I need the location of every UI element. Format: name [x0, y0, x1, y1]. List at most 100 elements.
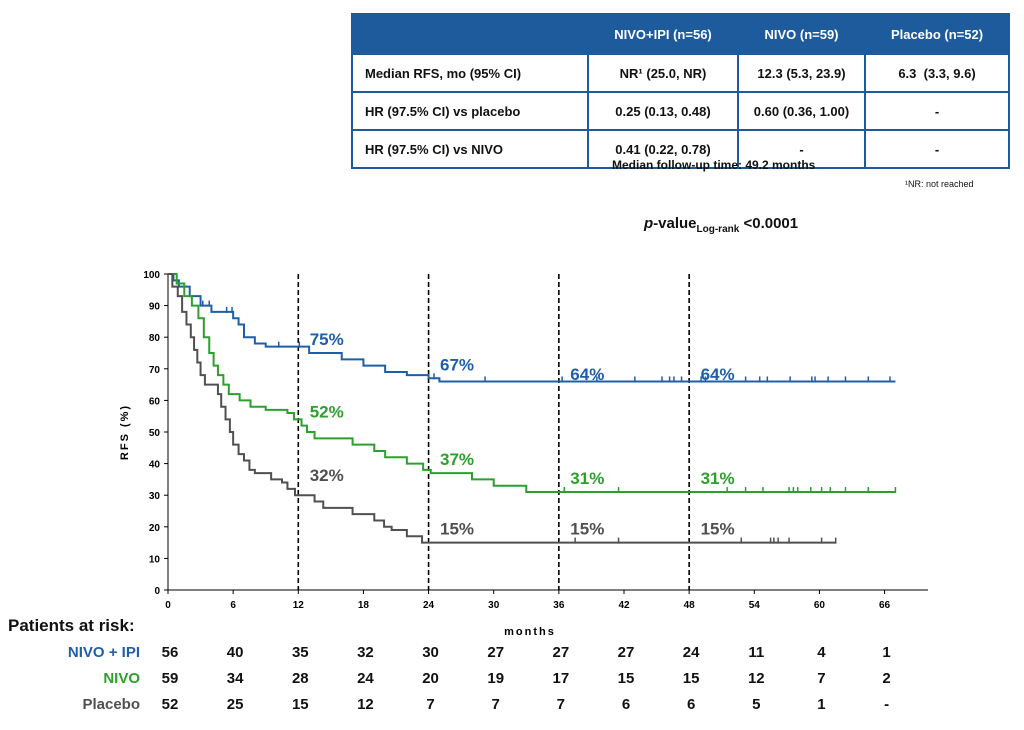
- risk-cell: 12: [747, 670, 765, 687]
- x-tick-label: 60: [814, 600, 826, 611]
- summary-table-body: Median RFS, mo (95% CI) NR¹ (25.0, NR) 1…: [351, 53, 1010, 169]
- y-tick-label: 100: [143, 270, 160, 281]
- risk-cell: 1: [882, 644, 891, 661]
- pvalue-suffix: <0.0001: [739, 215, 799, 232]
- summary-cell: NR¹ (25.0, NR): [587, 53, 739, 93]
- risk-cell: 15: [291, 696, 309, 713]
- km-chart: 0 6 12 18 24 30 36 42 48 54 60 66 0 10 20 30 40 50 60 70 80 9…: [119, 270, 928, 638]
- x-tick-label: 30: [488, 600, 500, 611]
- survival-percent-label: 31%: [570, 469, 604, 488]
- risk-cell: 32: [357, 644, 374, 661]
- risk-cell: 34: [226, 670, 244, 687]
- summary-row: Median RFS, mo (95% CI) NR¹ (25.0, NR) 1…: [351, 53, 1010, 93]
- summary-header-cell: NIVO+IPI (n=56): [587, 13, 739, 55]
- risk-cell: 27: [552, 644, 570, 661]
- risk-cell: 5: [752, 696, 761, 713]
- survival-percent-label: 31%: [701, 469, 735, 488]
- risk-cell: 7: [556, 696, 566, 713]
- survival-curves: [168, 273, 897, 544]
- x-tick-label: 66: [879, 600, 891, 611]
- summary-cell: -: [737, 129, 866, 169]
- summary-header-cell: Placebo (n=52): [864, 13, 1010, 55]
- x-tick-label: 42: [618, 600, 630, 611]
- summary-table-header: NIVO+IPI (n=56) NIVO (n=59) Placebo (n=5…: [351, 13, 1010, 55]
- survival-percent-label: 15%: [440, 520, 474, 539]
- summary-cell: 12.3 (5.3, 23.9): [737, 53, 866, 93]
- pvalue-label: p-valueLog-rank <0.0001: [644, 215, 798, 235]
- summary-header-cell: NIVO (n=59): [737, 13, 866, 55]
- x-tick-label: 36: [553, 600, 565, 611]
- y-tick-label: 0: [154, 586, 160, 597]
- summary-row-label: HR (97.5% CI) vs placebo: [351, 91, 589, 131]
- survival-percent-label: 75%: [310, 330, 344, 349]
- risk-row-label: NIVO + IPI: [67, 644, 140, 661]
- summary-cell: 0.25 (0.13, 0.48): [587, 91, 739, 131]
- risk-cell: 4: [817, 644, 826, 661]
- curve-placebo: [168, 273, 837, 544]
- risk-cell: 35: [291, 644, 309, 661]
- survival-percent-label: 37%: [440, 450, 474, 469]
- risk-cell: 40: [226, 644, 244, 661]
- summary-row-label: HR (97.5% CI) vs NIVO: [351, 129, 589, 169]
- followup-note: Median follow-up time: 49.2 months: [612, 158, 816, 172]
- point-labels: 75% 67% 64% 64% 52% 37% 31% 31% 32% 15% 15% 15%: [310, 330, 735, 539]
- risk-row-label: Placebo: [82, 696, 140, 713]
- summary-header-row: NIVO+IPI (n=56) NIVO (n=59) Placebo (n=5…: [351, 13, 1010, 55]
- risk-row: Placebo 52 25 15 12 7 7 7 6 6 5 1 -: [0, 694, 1024, 720]
- survival-curve-line: [168, 273, 836, 544]
- x-tick-label: 24: [423, 600, 435, 611]
- risk-row-label: NIVO: [103, 670, 140, 687]
- y-tick-label: 10: [149, 554, 161, 565]
- x-tick-label: 48: [684, 600, 696, 611]
- summary-row-label: Median RFS, mo (95% CI): [351, 53, 589, 93]
- y-tick-label: 60: [149, 396, 161, 407]
- risk-cell: 7: [817, 670, 826, 687]
- y-tick-label: 40: [149, 460, 161, 471]
- x-tick-label: 6: [230, 600, 236, 611]
- risk-cell: 25: [226, 696, 244, 713]
- pvalue-italic: p: [644, 215, 654, 232]
- y-tick-label: 20: [149, 523, 161, 534]
- y-tick-label: 30: [149, 491, 161, 502]
- risk-cell: 15: [617, 670, 635, 687]
- y-tick-label: 50: [149, 428, 161, 439]
- summary-row: HR (97.5% CI) vs NIVO 0.41 (0.22, 0.78) …: [351, 129, 1010, 169]
- pvalue-subscript: Log-rank: [696, 224, 740, 235]
- risk-cell: 28: [291, 670, 309, 687]
- pvalue-main: -value: [653, 215, 697, 232]
- risk-cell: 6: [621, 696, 631, 713]
- x-tick-label: 0: [165, 600, 171, 611]
- summary-table: NIVO+IPI (n=56) NIVO (n=59) Placebo (n=5…: [351, 13, 1010, 169]
- survival-curve-line: [168, 273, 896, 494]
- survival-curve-line: [168, 273, 896, 383]
- risk-cell: 1: [817, 696, 826, 713]
- risk-cell: -: [884, 696, 890, 713]
- risk-cell: 19: [487, 670, 505, 687]
- risk-cell: 24: [357, 670, 374, 687]
- risk-cell: 11: [748, 644, 765, 661]
- x-tick-label: 54: [749, 600, 761, 611]
- risk-row: NIVO 59 34 28 24 20 19 17 15 15 12 7 2: [0, 668, 1024, 694]
- curve-nivo: [168, 273, 897, 494]
- summary-cell: 0.41 (0.22, 0.78): [587, 129, 739, 169]
- risk-cell: 59: [161, 670, 179, 687]
- survival-percent-label: 64%: [570, 365, 604, 384]
- risk-cell: 27: [487, 644, 505, 661]
- survival-percent-label: 52%: [310, 403, 344, 422]
- risk-cell: 2: [882, 670, 891, 687]
- summary-cell: -: [864, 91, 1010, 131]
- risk-cell: 7: [491, 696, 500, 713]
- y-tick-label: 80: [149, 333, 161, 344]
- summary-header-cell: [351, 13, 589, 55]
- x-axis-label: months: [504, 626, 556, 638]
- risk-cell: 7: [426, 696, 435, 713]
- survival-percent-label: 15%: [570, 520, 604, 539]
- risk-cell: 15: [682, 670, 700, 687]
- summary-cell: 0.60 (0.36, 1.00): [737, 91, 866, 131]
- reference-lines: [297, 274, 690, 590]
- y-axis-label: RFS (%): [119, 404, 131, 460]
- x-tick-label: 12: [293, 600, 305, 611]
- survival-percent-label: 15%: [701, 520, 735, 539]
- risk-cell: 52: [161, 696, 179, 713]
- risk-cell: 12: [357, 696, 374, 713]
